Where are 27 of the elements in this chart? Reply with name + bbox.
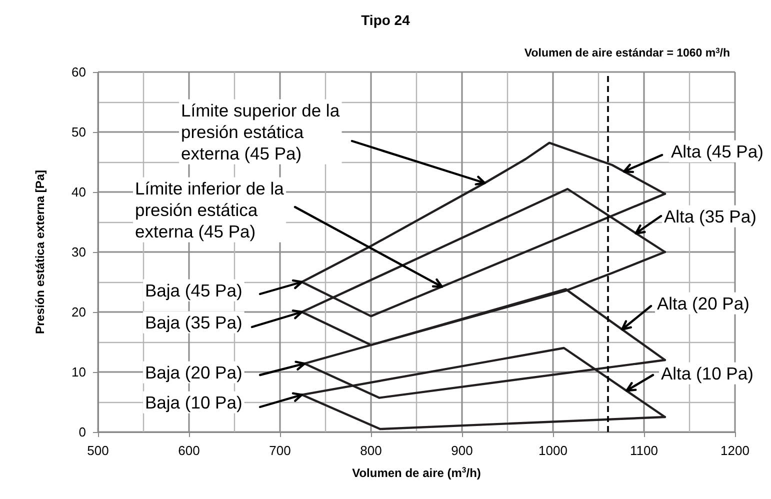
x-tick-label: 900 — [451, 443, 473, 458]
x-tick-label: 700 — [269, 443, 291, 458]
annotation: Límite superior de la presión estática externa (45 Pa) — [181, 100, 340, 164]
annotation: Alta (45 Pa) — [671, 141, 764, 162]
y-tick-label: 50 — [72, 124, 86, 140]
x-tick-label: 1100 — [630, 443, 658, 458]
annotation: Baja (35 Pa) — [145, 312, 242, 332]
x-tick-label: 1200 — [720, 443, 750, 458]
x-tick-label: 800 — [360, 443, 382, 458]
x-tick-label: 1000 — [538, 443, 568, 458]
annotation: Alta (35 Pa) — [664, 206, 756, 226]
y-tick-label: 40 — [72, 184, 86, 200]
y-tick-label: 10 — [72, 364, 86, 380]
y-tick-label: 30 — [72, 244, 86, 260]
annotation: Alta (20 Pa) — [657, 293, 750, 314]
annotation: Alta (10 Pa) — [661, 363, 754, 384]
annotation: Baja (10 Pa) — [145, 392, 242, 412]
y-tick-label: 20 — [72, 304, 86, 320]
y-tick-label: 0 — [78, 424, 86, 440]
y-axis-title: Presión estática externa [Pa] — [33, 170, 47, 334]
annotation: Baja (45 Pa) — [145, 280, 242, 300]
annotation: Límite inferior de la presión estática externa (45 Pa) — [135, 178, 284, 242]
x-tick-label: 600 — [178, 443, 200, 458]
y-tick-label: 60 — [72, 64, 86, 80]
annotation: Baja (20 Pa) — [145, 362, 242, 382]
chart-title: Tipo 24 — [361, 12, 410, 28]
x-tick-label: 500 — [87, 443, 109, 458]
